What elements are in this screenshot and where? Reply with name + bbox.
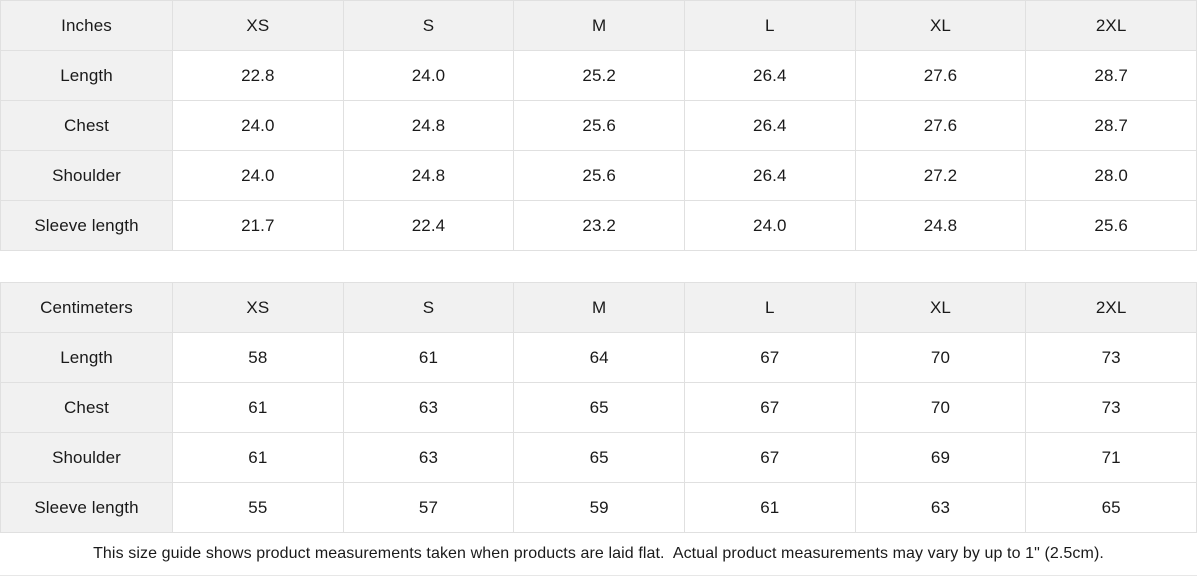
measurement-cell: 26.4 — [683, 150, 856, 201]
measurement-cell: 26.4 — [683, 50, 856, 101]
size-column-header: 2XL — [1025, 0, 1197, 51]
row-label-cell: Length — [0, 50, 173, 101]
measurement-cell: 24.0 — [683, 200, 856, 251]
table-row: Chest 24.0 24.8 25.6 26.4 27.6 28.7 — [0, 100, 1197, 151]
measurement-cell: 23.2 — [513, 200, 685, 251]
measurement-cell: 73 — [1025, 382, 1197, 433]
size-column-header: XS — [172, 0, 344, 51]
measurement-cell: 67 — [683, 382, 856, 433]
measurement-cell: 59 — [513, 482, 685, 533]
table-row: Chest 61 63 65 67 70 73 — [0, 382, 1197, 433]
measurement-cell: 24.8 — [342, 150, 515, 201]
size-table-header-row: Inches XS S M L XL 2XL — [0, 0, 1197, 51]
measurement-cell: 22.8 — [172, 50, 344, 101]
measurement-cell: 70 — [854, 382, 1027, 433]
measurement-cell: 63 — [342, 382, 515, 433]
row-label-cell: Sleeve length — [0, 200, 173, 251]
size-column-header: S — [342, 282, 515, 333]
measurement-cell: 65 — [1025, 482, 1197, 533]
measurement-cell: 69 — [854, 432, 1027, 483]
measurement-cell: 28.7 — [1025, 50, 1197, 101]
measurement-cell: 25.6 — [513, 150, 685, 201]
measurement-cell: 26.4 — [683, 100, 856, 151]
row-label-cell: Sleeve length — [0, 482, 173, 533]
footer-note: This size guide shows product measuremen… — [0, 533, 1197, 576]
measurement-cell: 24.0 — [342, 50, 515, 101]
measurement-cell: 24.8 — [854, 200, 1027, 251]
row-label-cell: Chest — [0, 382, 173, 433]
table-row: Sleeve length 55 57 59 61 63 65 — [0, 482, 1197, 533]
unit-label-cell: Inches — [0, 0, 173, 51]
table-row: Sleeve length 21.7 22.4 23.2 24.0 24.8 25.6 — [0, 200, 1197, 251]
row-label-cell: Shoulder — [0, 432, 173, 483]
measurement-cell: 28.7 — [1025, 100, 1197, 151]
table-gap — [0, 251, 1197, 282]
measurement-cell: 27.6 — [854, 100, 1027, 151]
measurement-cell: 25.6 — [513, 100, 685, 151]
row-label-cell: Length — [0, 332, 173, 383]
measurement-cell: 61 — [172, 432, 344, 483]
row-label-cell: Shoulder — [0, 150, 173, 201]
size-column-header: M — [513, 0, 685, 51]
measurement-cell: 61 — [683, 482, 856, 533]
measurement-cell: 65 — [513, 382, 685, 433]
size-column-header: L — [683, 282, 856, 333]
measurement-cell: 63 — [342, 432, 515, 483]
measurement-cell: 24.8 — [342, 100, 515, 151]
table-row: Length 22.8 24.0 25.2 26.4 27.6 28.7 — [0, 50, 1197, 101]
measurement-cell: 70 — [854, 332, 1027, 383]
measurement-cell: 71 — [1025, 432, 1197, 483]
size-column-header: 2XL — [1025, 282, 1197, 333]
size-column-header: XL — [854, 282, 1027, 333]
centimeters-size-table: Centimeters XS S M L XL 2XL Length 58 61 64 67 70 73 C… — [0, 282, 1197, 533]
measurement-cell: 61 — [342, 332, 515, 383]
measurement-cell: 28.0 — [1025, 150, 1197, 201]
size-column-header: XS — [172, 282, 344, 333]
measurement-cell: 27.6 — [854, 50, 1027, 101]
measurement-cell: 24.0 — [172, 150, 344, 201]
measurement-cell: 25.2 — [513, 50, 685, 101]
size-column-header: XL — [854, 0, 1027, 51]
measurement-cell: 67 — [683, 332, 856, 383]
measurement-cell: 67 — [683, 432, 856, 483]
measurement-cell: 73 — [1025, 332, 1197, 383]
size-column-header: S — [342, 0, 515, 51]
measurement-cell: 63 — [854, 482, 1027, 533]
measurement-cell: 58 — [172, 332, 344, 383]
measurement-cell: 21.7 — [172, 200, 344, 251]
inches-size-table: Inches XS S M L XL 2XL Length 22.8 24.0 25.2 26.4 27… — [0, 0, 1197, 251]
measurement-cell: 61 — [172, 382, 344, 433]
measurement-cell: 27.2 — [854, 150, 1027, 201]
size-column-header: L — [683, 0, 856, 51]
measurement-cell: 65 — [513, 432, 685, 483]
size-table-header-row: Centimeters XS S M L XL 2XL — [0, 282, 1197, 333]
measurement-cell: 22.4 — [342, 200, 515, 251]
table-row: Length 58 61 64 67 70 73 — [0, 332, 1197, 383]
measurement-cell: 55 — [172, 482, 344, 533]
table-row: Shoulder 24.0 24.8 25.6 26.4 27.2 28.0 — [0, 150, 1197, 201]
size-column-header: M — [513, 282, 685, 333]
measurement-cell: 57 — [342, 482, 515, 533]
measurement-cell: 24.0 — [172, 100, 344, 151]
row-label-cell: Chest — [0, 100, 173, 151]
table-row: Shoulder 61 63 65 67 69 71 — [0, 432, 1197, 483]
measurement-cell: 64 — [513, 332, 685, 383]
unit-label-cell: Centimeters — [0, 282, 173, 333]
measurement-cell: 25.6 — [1025, 200, 1197, 251]
